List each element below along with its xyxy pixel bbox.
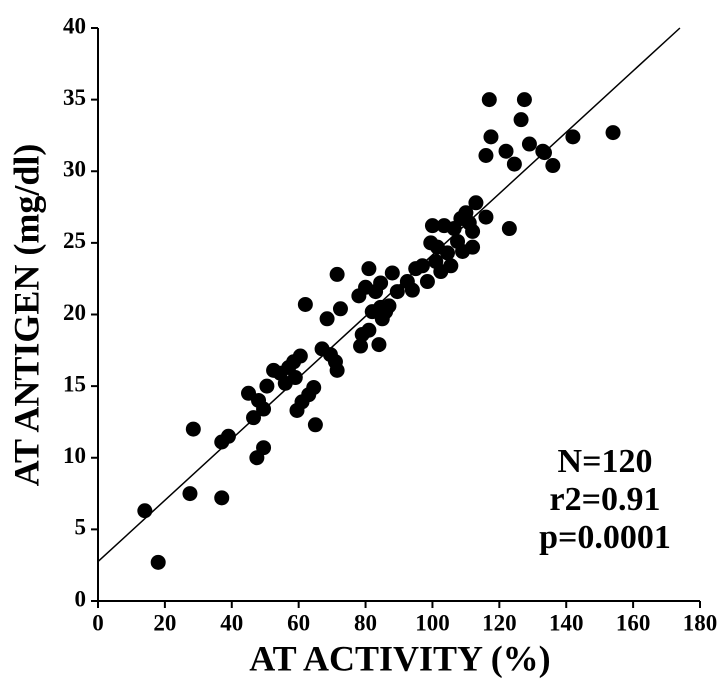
annotation: N=120 [558,443,653,480]
data-point [536,145,552,161]
y-tick-label: 10 [63,443,86,468]
data-point [443,258,459,274]
data-point [478,209,494,225]
x-tick-label: 140 [549,610,584,635]
y-tick-label: 0 [75,586,87,611]
data-point [521,136,537,152]
data-point [214,490,230,506]
data-point [256,440,272,456]
data-point [381,298,397,314]
data-point [384,265,400,281]
data-point [404,282,420,298]
data-point [481,92,497,108]
y-tick-label: 40 [63,13,86,38]
data-point [371,337,387,353]
data-point [439,245,455,261]
y-tick-label: 25 [63,228,86,253]
data-point [565,129,581,145]
y-axis-label: AT ANTIGEN (mg/dl) [6,144,46,487]
x-tick-label: 40 [220,610,243,635]
fit-line [97,27,681,563]
data-point [297,296,313,312]
data-point [483,129,499,145]
data-point [137,503,153,519]
x-tick-label: 0 [92,610,104,635]
data-point [465,239,481,255]
data-point [353,338,369,354]
data-point [256,401,272,417]
y-tick-label: 5 [75,515,87,540]
x-tick-label: 180 [683,610,718,635]
data-point [545,158,561,174]
data-point [185,421,201,437]
data-point [307,417,323,433]
data-point [498,143,514,159]
data-point [332,301,348,317]
data-point [246,410,262,426]
data-point [327,354,343,370]
data-point [361,261,377,277]
y-tick-label: 35 [63,85,86,110]
data-point [373,275,389,291]
data-point [319,311,335,327]
x-tick-label: 100 [415,610,450,635]
x-tick-label: 20 [153,610,176,635]
data-point [419,274,435,290]
data-point [501,221,517,237]
data-point [150,554,166,570]
x-axis-label: AT ACTIVITY (%) [249,638,550,678]
data-point [306,380,322,396]
data-point [468,195,484,211]
x-tick-label: 120 [482,610,517,635]
data-point [414,258,430,274]
data-point [329,266,345,282]
data-point [361,322,377,338]
x-tick-label: 60 [287,610,310,635]
data-point [478,147,494,163]
data-point [465,223,481,239]
x-tick-label: 160 [616,610,651,635]
annotation: p=0.0001 [539,519,671,556]
data-point [259,378,275,394]
annotation: r2=0.91 [550,481,661,518]
y-tick-label: 20 [63,300,86,325]
data-point [513,112,529,128]
data-point [424,218,440,234]
data-point [389,284,405,300]
data-point [506,156,522,172]
y-tick-label: 15 [63,371,86,396]
data-point [516,92,532,108]
y-tick-label: 30 [63,157,86,182]
data-point [182,486,198,502]
data-point [605,125,621,141]
x-tick-label: 80 [354,610,377,635]
data-point [220,428,236,444]
data-point [292,348,308,364]
data-point [287,370,303,386]
